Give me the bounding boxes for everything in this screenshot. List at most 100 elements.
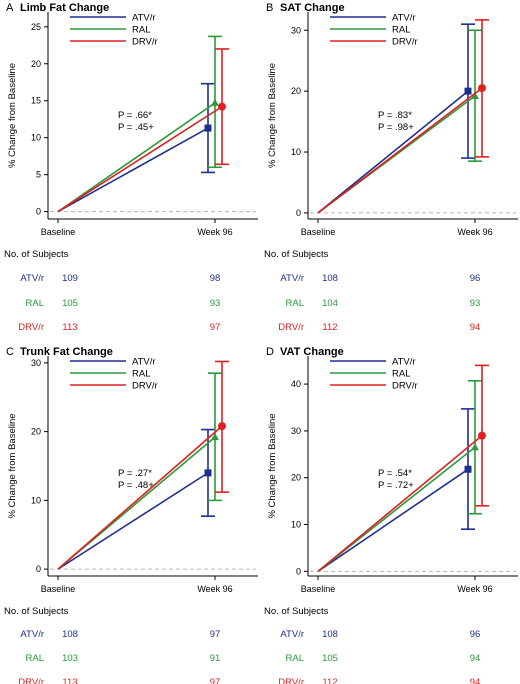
data-point-square: [464, 465, 472, 473]
x-tick-label: Week 96: [457, 584, 492, 594]
p-value-annotation: P = .27*: [118, 468, 152, 479]
subjects-week96-count: 96: [470, 629, 481, 640]
subjects-group-label: ATV/r: [280, 273, 304, 284]
subjects-baseline-count: 112: [322, 677, 337, 684]
x-tick-label: Week 96: [197, 584, 232, 594]
chart-title: SAT Change: [280, 2, 345, 14]
data-point-square: [204, 124, 212, 132]
legend-label: DRV/r: [392, 37, 418, 48]
subjects-week96-count: 93: [470, 298, 481, 309]
chart-title: Limb Fat Change: [20, 2, 109, 14]
subjects-baseline-count: 113: [62, 322, 77, 333]
panel-letter: D: [266, 346, 274, 358]
chart-title: Trunk Fat Change: [20, 346, 113, 358]
subjects-baseline-count: 103: [62, 653, 78, 664]
data-point-triangle: [211, 433, 219, 441]
panel-letter: C: [6, 346, 14, 358]
y-axis-label: % Change from Baseline: [7, 413, 18, 518]
subjects-group-label: RAL: [26, 298, 44, 309]
panel-c: C Trunk Fat Change 0 10 20 30 % Change from Ba…: [4, 346, 258, 684]
y-tick-label: 30: [31, 358, 41, 368]
legend-label: DRV/r: [132, 381, 158, 392]
series-line-drvr: [57, 425, 223, 570]
subjects-group-label: RAL: [286, 653, 304, 664]
subjects-group-label: ATV/r: [20, 273, 44, 284]
y-tick-label: 25: [31, 22, 41, 32]
y-tick-label: 40: [291, 379, 301, 389]
subjects-week96-count: 98: [210, 273, 221, 284]
series-line-drvr: [317, 87, 483, 214]
subjects-baseline-count: 108: [322, 273, 338, 284]
subjects-week96-count: 97: [210, 629, 221, 640]
subjects-week96-count: 97: [210, 322, 221, 333]
y-tick-label: 10: [291, 520, 301, 530]
subjects-baseline-count: 108: [62, 629, 78, 640]
p-value-annotation: P = .66*: [118, 110, 152, 121]
legend-label: ATV/r: [392, 357, 416, 368]
subjects-baseline-count: 109: [62, 273, 78, 284]
y-axis-label: % Change from Baseline: [7, 63, 18, 168]
x-tick-label: Week 96: [457, 227, 492, 237]
subjects-week96-count: 94: [470, 677, 481, 684]
x-tick-label: Week 96: [197, 227, 232, 237]
subjects-group-label: RAL: [26, 653, 44, 664]
subjects-week96-count: 97: [210, 677, 221, 684]
p-value-annotation: P = .72+: [378, 480, 414, 491]
y-tick-label: 20: [291, 86, 301, 96]
legend-label: RAL: [132, 369, 150, 380]
data-point-triangle: [471, 92, 479, 100]
panel-b: B SAT Change 0 10 20 30 % Change from Baseline…: [264, 2, 518, 333]
data-point-square: [464, 87, 472, 95]
p-value-annotation: P = .45+: [118, 122, 154, 133]
legend-label: DRV/r: [132, 37, 158, 48]
data-point-circle: [218, 102, 226, 111]
x-tick-label: Baseline: [301, 584, 336, 594]
subjects-baseline-count: 108: [322, 629, 338, 640]
x-tick-label: Baseline: [41, 227, 76, 237]
panel-letter: A: [6, 2, 14, 14]
subjects-header: No. of Subjects: [4, 249, 69, 260]
panel-d: D VAT Change 0 10 20 30 40 % Change from Baseli…: [264, 346, 518, 684]
data-point-circle: [478, 84, 486, 93]
legend-label: RAL: [392, 369, 410, 380]
y-tick-label: 15: [31, 96, 41, 106]
x-tick-label: Baseline: [301, 227, 336, 237]
y-tick-label: 0: [36, 564, 41, 574]
subjects-week96-count: 94: [470, 653, 481, 664]
y-tick-label: 0: [296, 566, 301, 576]
series-line-atvr: [57, 472, 209, 570]
series-line-atvr: [57, 127, 209, 213]
y-axis-label: % Change from Baseline: [267, 413, 278, 518]
y-tick-label: 10: [31, 133, 41, 143]
series-line-ral: [57, 102, 216, 213]
legend-label: ATV/r: [392, 13, 416, 24]
p-value-annotation: P = .54*: [378, 468, 412, 479]
y-tick-label: 10: [291, 147, 301, 157]
p-value-annotation: P = .98+: [378, 122, 414, 133]
subjects-week96-count: 93: [210, 298, 221, 309]
subjects-group-label: ATV/r: [280, 629, 304, 640]
subjects-group-label: DRV/r: [18, 322, 44, 333]
panel-letter: B: [266, 2, 273, 14]
subjects-baseline-count: 112: [322, 322, 337, 333]
data-point-triangle: [211, 98, 219, 106]
subjects-header: No. of Subjects: [264, 249, 329, 260]
subjects-baseline-count: 105: [62, 298, 78, 309]
y-tick-label: 10: [31, 495, 41, 505]
series-line-drvr: [57, 105, 223, 213]
data-point-triangle: [471, 443, 479, 451]
panel-a: A Limb Fat Change 0 5 10 15 20 25 % Change from …: [4, 2, 258, 333]
series-line-atvr: [317, 468, 469, 572]
legend-label: RAL: [392, 25, 410, 36]
data-point-square: [204, 469, 212, 477]
y-tick-label: 20: [291, 473, 301, 483]
legend-label: ATV/r: [132, 13, 156, 24]
subjects-baseline-count: 104: [322, 298, 338, 309]
subjects-group-label: DRV/r: [278, 677, 304, 684]
series-line-atvr: [317, 90, 469, 214]
legend-label: RAL: [132, 25, 150, 36]
legend-label: DRV/r: [392, 381, 418, 392]
subjects-group-label: RAL: [286, 298, 304, 309]
subjects-header: No. of Subjects: [4, 606, 69, 617]
